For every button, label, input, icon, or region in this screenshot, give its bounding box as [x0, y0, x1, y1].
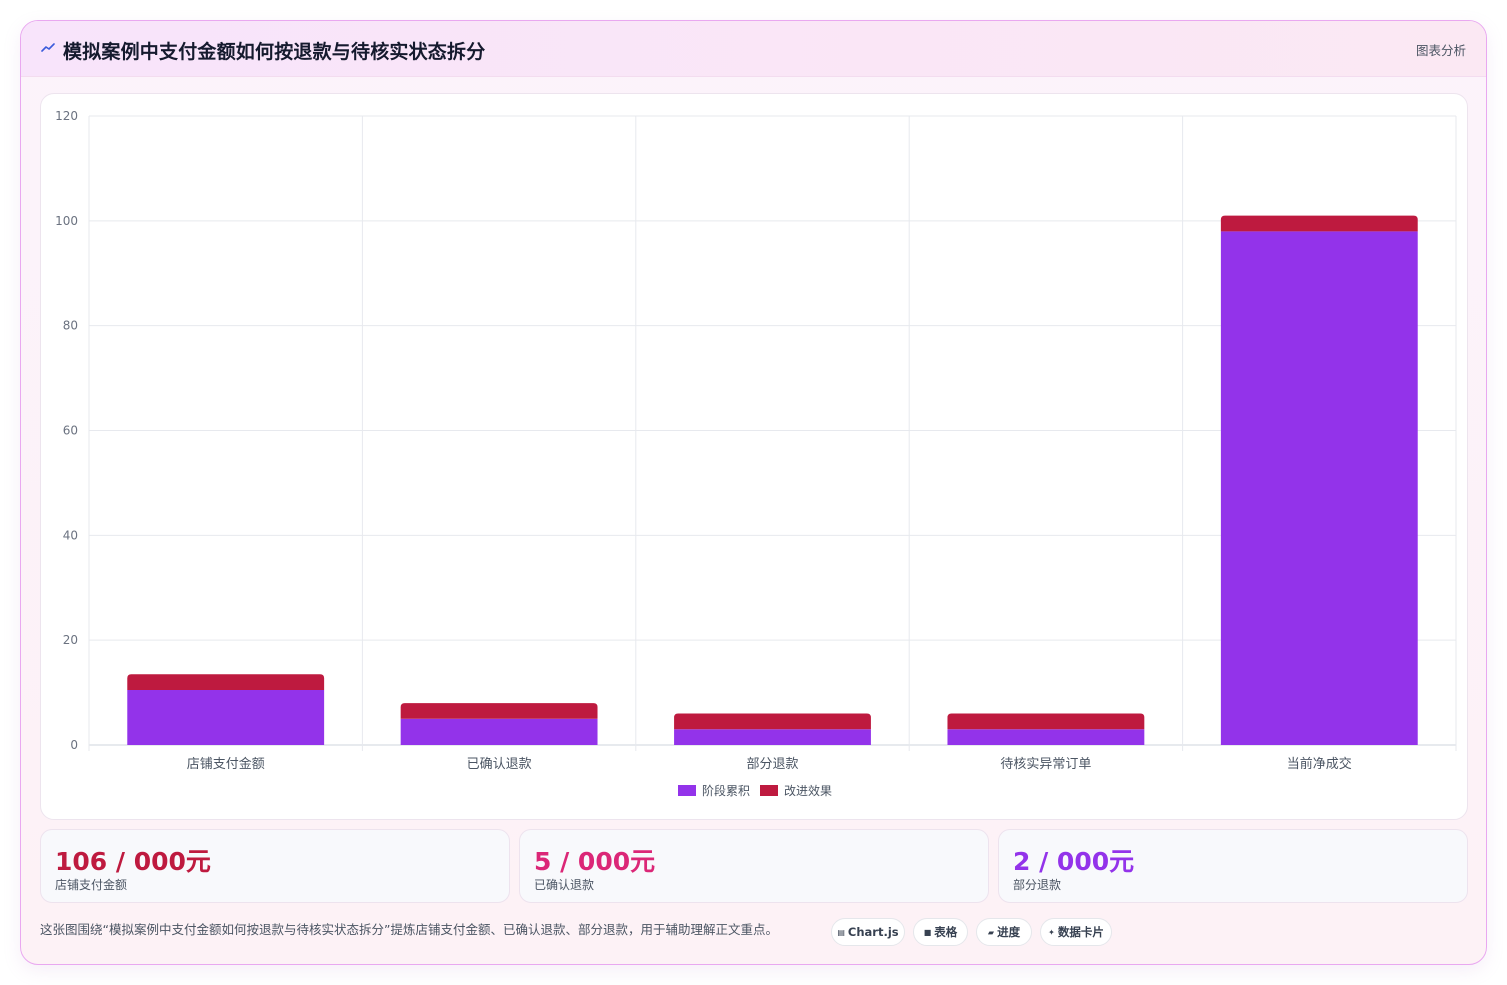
stat-value: 5 / 000元 [534, 847, 656, 876]
y-tick-label: 100 [55, 214, 78, 228]
stat-label: 店铺支付金额 [55, 878, 128, 892]
pill-table[interactable]: ■ 表格 [913, 918, 968, 946]
bar-segment [400, 703, 598, 719]
stat-label: 已确认退款 [534, 878, 595, 892]
bar-segment [127, 689, 325, 745]
pill-label: Chart.js [847, 925, 899, 939]
bar-segment [127, 674, 325, 690]
sparkle-icon: ✦ [1048, 928, 1055, 937]
stat-card-payment: 106 / 000元 店铺支付金额 [40, 829, 510, 903]
bar-segment [1220, 231, 1418, 746]
stat-value: 106 / 000元 [55, 847, 211, 876]
pill-progress[interactable]: ▰ 进度 [976, 918, 1032, 946]
legend-swatch [760, 785, 778, 796]
chart-caption: 这张图围绕“模拟案例中支付金额如何按退款与待核实状态拆分”提炼店铺支付金额、已确… [40, 922, 778, 937]
x-tick-label: 待核实异常订单 [1000, 757, 1091, 772]
progress-icon: ▰ [987, 928, 995, 937]
pill-chartjs[interactable]: ▤ Chart.js [831, 918, 905, 946]
chart-icon: ▤ [837, 928, 845, 937]
trend-line-icon [41, 43, 55, 52]
stat-label: 部分退款 [1013, 878, 1062, 892]
stat-card-partial-refund: 2 / 000元 部分退款 [998, 829, 1468, 903]
y-tick-label: 40 [63, 528, 78, 542]
bar-segment [1220, 215, 1418, 232]
table-icon: ■ [923, 928, 932, 937]
chart-panel: 0 20 40 60 80 100 120 店铺支付金额 已确认退款 部分退款 待核实异常订单 当前净… [40, 93, 1468, 820]
pill-data-card[interactable]: ✦ 数据卡片 [1040, 918, 1112, 946]
bar-segment [674, 729, 871, 745]
y-tick-label: 0 [70, 738, 78, 752]
x-tick-label: 已确认退款 [467, 757, 532, 772]
pill-label: 进度 [997, 925, 1021, 939]
chart-card: 模拟案例中支付金额如何按退款与待核实状态拆分 图表分析 0 20 40 60 80 100… [20, 20, 1487, 965]
y-tick-label: 120 [55, 109, 78, 123]
legend-label: 改进效果 [784, 783, 832, 798]
pill-label: 数据卡片 [1057, 925, 1104, 939]
y-tick-label: 20 [63, 633, 78, 647]
bar-segment [674, 713, 871, 730]
pill-label: 表格 [934, 925, 958, 939]
x-tick-label: 店铺支付金额 [187, 756, 265, 772]
legend-label: 阶段累积 [702, 783, 750, 798]
page-title: 模拟案例中支付金额如何按退款与待核实状态拆分 [63, 41, 486, 63]
y-tick-label: 60 [63, 424, 78, 438]
chart-analysis-tag: 图表分析 [1415, 43, 1466, 58]
stacked-bar-chart: 0 20 40 60 80 100 120 店铺支付金额 已确认退款 部分退款 待核实异常订单 当前净… [55, 109, 1457, 798]
bar-segment [947, 713, 1145, 730]
y-tick-label: 80 [63, 319, 78, 333]
bar-segment [947, 729, 1145, 745]
bar-segment [400, 718, 598, 745]
x-tick-label: 当前净成交 [1287, 756, 1352, 772]
stat-card-refund: 5 / 000元 已确认退款 [519, 829, 989, 903]
stat-value: 2 / 000元 [1013, 847, 1135, 876]
card-header: 模拟案例中支付金额如何按退款与待核实状态拆分 图表分析 [21, 21, 1486, 77]
x-tick-label: 部分退款 [746, 757, 798, 772]
legend-swatch [678, 785, 696, 796]
